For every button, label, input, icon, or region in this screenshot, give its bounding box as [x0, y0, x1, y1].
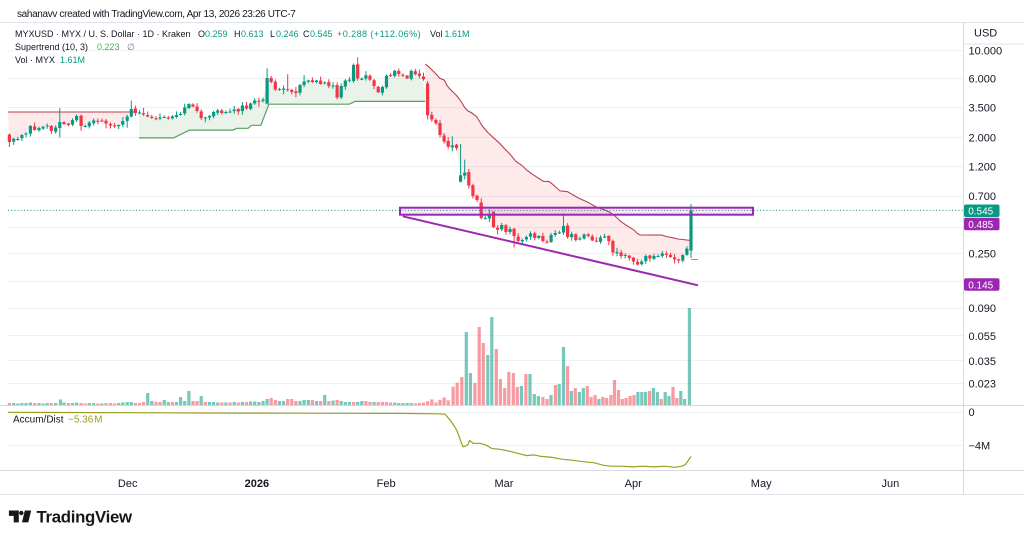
- svg-text:0.613: 0.613: [241, 29, 264, 39]
- svg-text:C: C: [303, 29, 310, 39]
- svg-text:10.000: 10.000: [969, 46, 1003, 58]
- svg-text:0.545: 0.545: [968, 207, 993, 218]
- svg-text:0.023: 0.023: [969, 378, 997, 390]
- svg-text:H: H: [234, 29, 241, 39]
- svg-text:Feb: Feb: [377, 478, 396, 490]
- svg-text:May: May: [751, 478, 772, 490]
- svg-text:Dec: Dec: [118, 478, 138, 490]
- svg-text:0.700: 0.700: [969, 191, 997, 203]
- svg-text:1.61M: 1.61M: [445, 29, 470, 39]
- svg-text:Mar: Mar: [495, 478, 514, 490]
- svg-text:0.145: 0.145: [968, 280, 993, 291]
- svg-text:USD: USD: [974, 28, 997, 40]
- svg-text:∅: ∅: [127, 42, 135, 52]
- svg-text:6.000: 6.000: [969, 74, 997, 86]
- svg-text:1.61M: 1.61M: [60, 55, 85, 65]
- svg-text:0.090: 0.090: [969, 303, 997, 315]
- svg-text:0.035: 0.035: [969, 356, 997, 368]
- svg-text:0.259: 0.259: [205, 29, 228, 39]
- svg-text:Supertrend (10, 3): Supertrend (10, 3): [15, 42, 88, 52]
- svg-text:Jun: Jun: [882, 478, 900, 490]
- svg-text:Accum/Dist: Accum/Dist: [13, 415, 64, 426]
- svg-text:sahanavv created with TradingV: sahanavv created with TradingView.com, A…: [17, 9, 296, 20]
- svg-text:2.000: 2.000: [969, 133, 997, 145]
- svg-text:Vol · MYX: Vol · MYX: [15, 55, 55, 65]
- svg-text:0: 0: [969, 407, 975, 419]
- svg-text:TradingView: TradingView: [37, 508, 133, 527]
- svg-text:Vol: Vol: [430, 29, 443, 39]
- svg-text:0.545: 0.545: [310, 29, 333, 39]
- svg-text:0.055: 0.055: [969, 331, 997, 343]
- svg-text:L: L: [270, 29, 275, 39]
- svg-text:+0.288 (+112.06%): +0.288 (+112.06%): [337, 29, 421, 39]
- svg-text:0.246: 0.246: [276, 29, 299, 39]
- svg-text:3.500: 3.500: [969, 102, 997, 114]
- svg-text:−5.36 M: −5.36 M: [68, 415, 102, 426]
- svg-text:Apr: Apr: [625, 478, 642, 490]
- svg-text:2026: 2026: [245, 478, 269, 490]
- svg-text:0.223: 0.223: [97, 42, 120, 52]
- svg-text:O: O: [198, 29, 205, 39]
- svg-text:0.250: 0.250: [969, 248, 997, 260]
- svg-text:0.485: 0.485: [968, 220, 993, 231]
- svg-text:MYXUSD · MYX / U. S. Dollar ·: MYXUSD · MYX / U. S. Dollar · 1D · Krake…: [15, 29, 191, 39]
- svg-text:1.200: 1.200: [969, 162, 997, 174]
- svg-text:−4M: −4M: [969, 440, 991, 452]
